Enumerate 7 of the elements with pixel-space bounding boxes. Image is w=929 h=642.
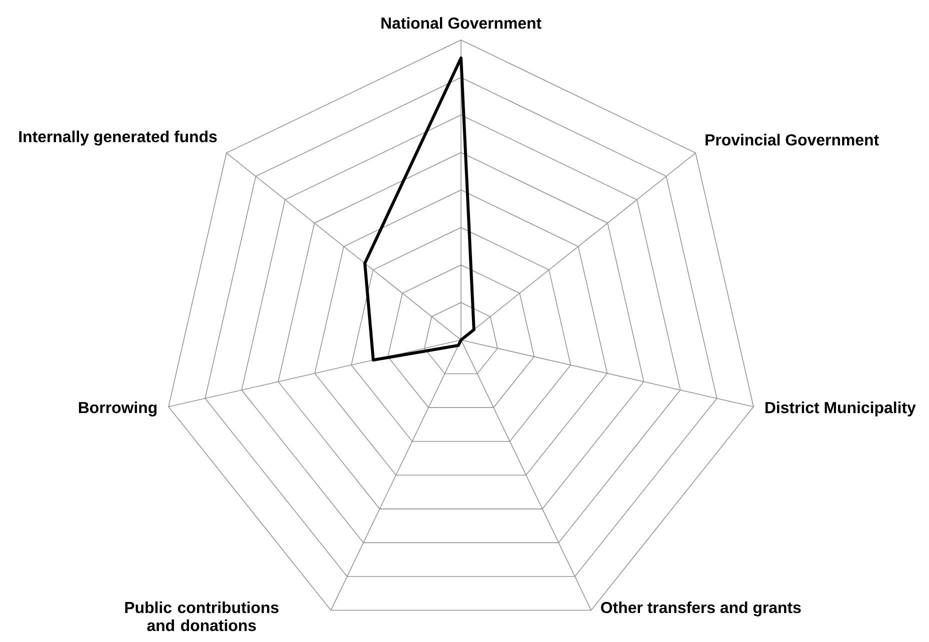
spoke-label: National Government [381, 17, 542, 29]
spoke-label: Other transfers and grants [601, 601, 801, 616]
spoke-label: Public contributions and donations [125, 601, 278, 632]
spoke-label: District Municipality [765, 402, 916, 416]
spoke-label: Borrowing [78, 402, 157, 416]
spoke-label: Internally generated funds [19, 130, 217, 146]
spoke-label: Provincial Government [706, 134, 879, 146]
